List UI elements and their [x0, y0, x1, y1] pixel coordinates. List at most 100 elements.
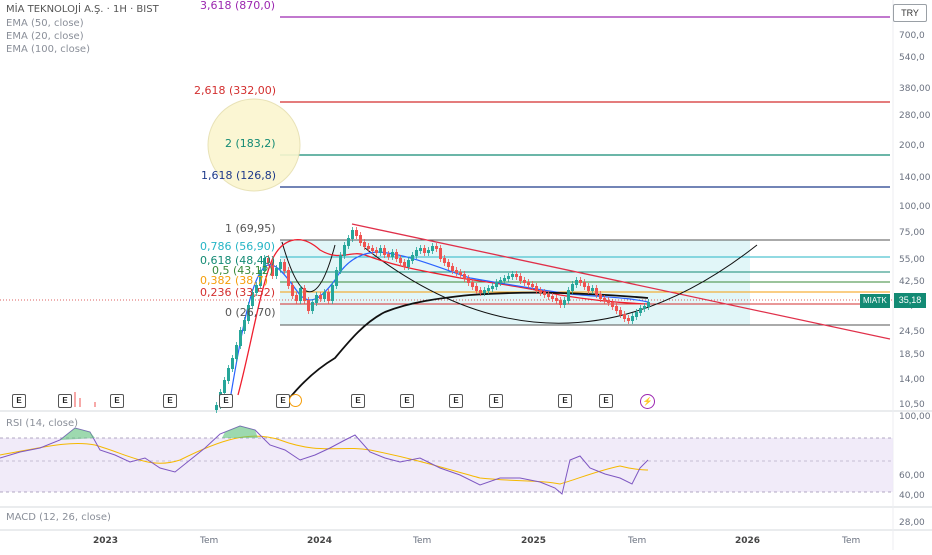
candle-body[interactable]	[527, 282, 530, 285]
candle-body[interactable]	[551, 296, 554, 299]
candle-body[interactable]	[631, 316, 634, 321]
candle-body[interactable]	[227, 368, 230, 381]
candle-body[interactable]	[359, 235, 362, 243]
candle-body[interactable]	[627, 318, 630, 321]
candle-body[interactable]	[363, 242, 366, 247]
candle-body[interactable]	[399, 258, 402, 263]
candle-body[interactable]	[475, 286, 478, 291]
candle-body[interactable]	[423, 248, 426, 253]
ema20-legend[interactable]: EMA (20, close)	[6, 31, 84, 42]
candle-body[interactable]	[491, 286, 494, 289]
candle-body[interactable]	[311, 302, 314, 311]
candle-body[interactable]	[575, 280, 578, 285]
candle-body[interactable]	[499, 280, 502, 283]
candle-body[interactable]	[555, 298, 558, 301]
candle-body[interactable]	[487, 288, 490, 291]
candle-body[interactable]	[543, 292, 546, 295]
candle-body[interactable]	[319, 295, 322, 299]
earnings-icon[interactable]: E	[400, 394, 414, 408]
candle-body[interactable]	[251, 292, 254, 306]
candle-body[interactable]	[331, 285, 334, 301]
candle-body[interactable]	[275, 268, 278, 276]
candle-body[interactable]	[395, 252, 398, 259]
candle-body[interactable]	[515, 274, 518, 277]
candle-body[interactable]	[371, 248, 374, 251]
candle-body[interactable]	[407, 260, 410, 267]
candle-body[interactable]	[571, 284, 574, 291]
macd-pane-label[interactable]: MACD (12, 26, close)	[6, 512, 111, 523]
earnings-icon[interactable]: E	[58, 394, 72, 408]
candle-body[interactable]	[355, 230, 358, 236]
candle-body[interactable]	[523, 280, 526, 283]
candle-body[interactable]	[595, 288, 598, 295]
candle-body[interactable]	[323, 292, 326, 299]
candle-body[interactable]	[267, 258, 270, 263]
candle-body[interactable]	[383, 248, 386, 255]
candle-body[interactable]	[559, 300, 562, 305]
candle-body[interactable]	[391, 252, 394, 257]
candle-body[interactable]	[647, 302, 650, 307]
candle-body[interactable]	[287, 270, 290, 286]
candle-body[interactable]	[439, 248, 442, 259]
candle-body[interactable]	[351, 230, 354, 239]
candle-body[interactable]	[271, 262, 274, 276]
candle-body[interactable]	[415, 250, 418, 256]
rsi-pane-label[interactable]: RSI (14, close)	[6, 418, 79, 429]
candle-body[interactable]	[435, 246, 438, 249]
candle-body[interactable]	[619, 310, 622, 315]
ema100-line[interactable]	[287, 291, 649, 401]
candle-body[interactable]	[295, 295, 298, 301]
candle-body[interactable]	[459, 272, 462, 275]
earnings-icon[interactable]: E	[558, 394, 572, 408]
candle-body[interactable]	[643, 306, 646, 309]
candle-body[interactable]	[467, 278, 470, 283]
candle-body[interactable]	[615, 306, 618, 311]
candle-body[interactable]	[215, 405, 218, 410]
candle-body[interactable]	[547, 294, 550, 297]
candle-body[interactable]	[603, 298, 606, 301]
earnings-icon[interactable]: E	[449, 394, 463, 408]
candle-body[interactable]	[255, 285, 258, 293]
candle-body[interactable]	[235, 345, 238, 359]
candle-body[interactable]	[419, 248, 422, 251]
dividend-icon[interactable]: ⚡	[640, 394, 655, 409]
candle-body[interactable]	[479, 290, 482, 293]
candle-body[interactable]	[483, 290, 486, 293]
candle-body[interactable]	[403, 262, 406, 267]
candle-body[interactable]	[343, 245, 346, 256]
candle-body[interactable]	[387, 254, 390, 257]
candle-body[interactable]	[231, 358, 234, 369]
earnings-icon[interactable]: E	[163, 394, 177, 408]
candle-body[interactable]	[503, 278, 506, 281]
candle-body[interactable]	[539, 290, 542, 293]
candle-body[interactable]	[535, 286, 538, 291]
candle-body[interactable]	[367, 246, 370, 249]
candle-body[interactable]	[375, 250, 378, 253]
candlestick-series[interactable]	[74, 227, 650, 413]
candle-body[interactable]	[455, 270, 458, 273]
candle-body[interactable]	[291, 285, 294, 296]
symbol-title[interactable]: MİA TEKNOLOJİ A.Ş. · 1H · BIST	[6, 4, 159, 15]
currency-button[interactable]: TRY	[893, 4, 927, 22]
candle-body[interactable]	[239, 330, 242, 346]
candle-body[interactable]	[623, 314, 626, 319]
candle-body[interactable]	[635, 312, 638, 317]
candle-body[interactable]	[587, 286, 590, 291]
candle-body[interactable]	[247, 305, 250, 321]
candle-body[interactable]	[507, 276, 510, 279]
event-icon[interactable]	[289, 394, 302, 407]
candle-body[interactable]	[347, 238, 350, 246]
candle-body[interactable]	[307, 300, 310, 311]
candle-body[interactable]	[579, 280, 582, 283]
earnings-icon[interactable]: E	[110, 394, 124, 408]
candle-body[interactable]	[223, 380, 226, 393]
candle-body[interactable]	[563, 300, 566, 305]
earnings-icon[interactable]: E	[219, 394, 233, 408]
candle-body[interactable]	[447, 262, 450, 267]
candle-body[interactable]	[519, 276, 522, 281]
candle-body[interactable]	[283, 262, 286, 271]
candle-body[interactable]	[531, 284, 534, 287]
candle-body[interactable]	[427, 250, 430, 253]
candle-body[interactable]	[279, 262, 282, 269]
